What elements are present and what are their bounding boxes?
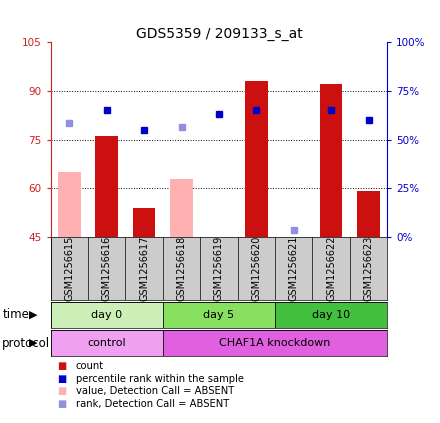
Text: ■: ■ [57, 361, 66, 371]
Text: rank, Detection Call = ABSENT: rank, Detection Call = ABSENT [76, 399, 229, 409]
Text: ▶: ▶ [29, 338, 37, 348]
Bar [320, 85, 342, 237]
Text: GSM1256621: GSM1256621 [289, 236, 299, 301]
Text: GSM1256623: GSM1256623 [363, 236, 374, 301]
Text: GSM1256615: GSM1256615 [64, 236, 74, 301]
Text: GSM1256620: GSM1256620 [251, 236, 261, 301]
Text: count: count [76, 361, 104, 371]
Text: GSM1256616: GSM1256616 [102, 236, 112, 301]
Bar [275, 302, 387, 328]
Text: GSM1256617: GSM1256617 [139, 236, 149, 301]
Text: percentile rank within the sample: percentile rank within the sample [76, 374, 244, 384]
Text: day 5: day 5 [203, 310, 235, 320]
Text: protocol: protocol [2, 337, 50, 349]
Text: ■: ■ [57, 374, 66, 384]
Bar [51, 330, 163, 356]
Bar [163, 302, 275, 328]
Text: time: time [2, 308, 29, 321]
Text: GSM1256622: GSM1256622 [326, 236, 336, 301]
Bar [133, 208, 155, 237]
Text: control: control [88, 338, 126, 348]
Bar [51, 302, 163, 328]
Bar [170, 179, 193, 237]
Text: value, Detection Call = ABSENT: value, Detection Call = ABSENT [76, 386, 234, 396]
Text: day 0: day 0 [91, 310, 122, 320]
Bar [357, 192, 380, 237]
Bar [245, 81, 268, 237]
Title: GDS5359 / 209133_s_at: GDS5359 / 209133_s_at [136, 27, 302, 41]
Text: ■: ■ [57, 399, 66, 409]
Bar [95, 136, 118, 237]
Bar [163, 330, 387, 356]
Text: ▶: ▶ [29, 310, 37, 320]
Text: CHAF1A knockdown: CHAF1A knockdown [219, 338, 331, 348]
Text: GSM1256619: GSM1256619 [214, 236, 224, 301]
Text: ■: ■ [57, 386, 66, 396]
Bar [58, 172, 81, 237]
Text: GSM1256618: GSM1256618 [176, 236, 187, 301]
Text: day 10: day 10 [312, 310, 350, 320]
